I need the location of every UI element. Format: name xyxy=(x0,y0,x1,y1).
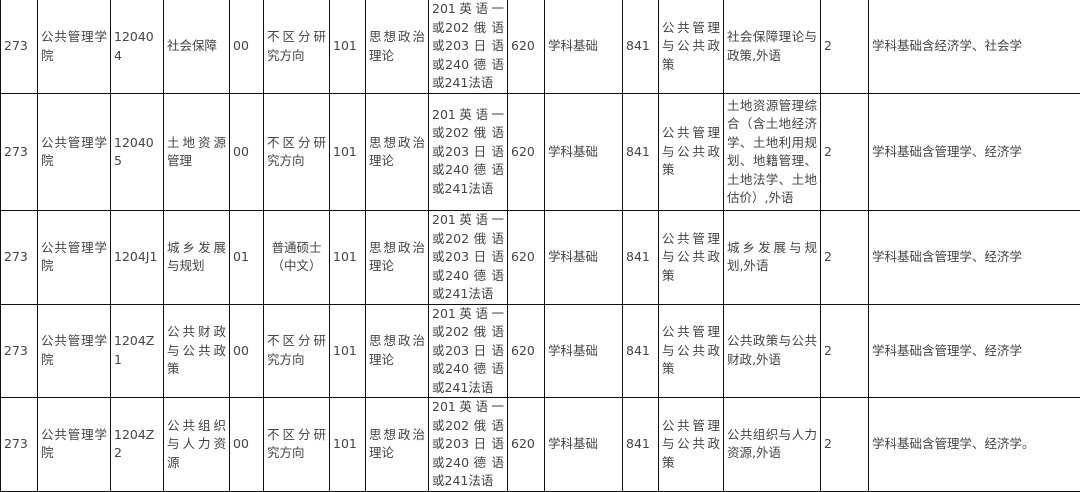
cell-subject2-code: 841 xyxy=(623,0,659,94)
cell-notes: 学科基础含管理学、经济学 xyxy=(869,304,1080,398)
cell-subject2-code: 841 xyxy=(623,304,659,398)
cell-politics-code: 101 xyxy=(330,304,366,398)
cell-subject1-name: 学科基础 xyxy=(545,94,623,211)
cell-major-name: 公共组织与人力资源 xyxy=(164,398,230,492)
cell-politics-name: 思想政治理论 xyxy=(366,0,429,94)
cell-unit-name: 公共管理学院 xyxy=(38,211,111,305)
cell-foreign-language: 201英语一或202 俄 语 或203 日 语 或240 德 语 或241法语 xyxy=(429,0,508,94)
cell-retest-subject: 土地资源管理综合（含土地经济学、土地利用规划、地籍管理、土地法学、土地估价）,外… xyxy=(724,94,821,211)
cell-notes: 学科基础含管理学、经济学 xyxy=(869,211,1080,305)
cell-unit-code: 273 xyxy=(1,211,38,305)
cell-foreign-language: 201英语一或202 俄 语 或203 日 语 或240 德 语 或241法语 xyxy=(429,304,508,398)
cell-subject1-code: 620 xyxy=(508,398,545,492)
cell-major-code: 1204Z2 xyxy=(111,398,164,492)
cell-subject2-code: 841 xyxy=(623,94,659,211)
cell-study-years: 2 xyxy=(821,0,869,94)
cell-major-name: 公共财政与公共政策 xyxy=(164,304,230,398)
cell-major-name: 社会保障 xyxy=(164,0,230,94)
cell-unit-code: 273 xyxy=(1,94,38,211)
cell-notes: 学科基础含管理学、经济学 xyxy=(869,94,1080,211)
cell-politics-code: 101 xyxy=(330,0,366,94)
cell-unit-code: 273 xyxy=(1,398,38,492)
cell-subject2-name: 公共管理与公共政策 xyxy=(659,211,724,305)
cell-politics-name: 思想政治理论 xyxy=(366,211,429,305)
cell-study-years: 2 xyxy=(821,398,869,492)
cell-subject2-name: 公共管理与公共政策 xyxy=(659,0,724,94)
cell-subject1-code: 620 xyxy=(508,211,545,305)
cell-notes: 学科基础含经济学、社会学 xyxy=(869,0,1080,94)
cell-major-name: 土地资源管理 xyxy=(164,94,230,211)
cell-unit-name: 公共管理学院 xyxy=(38,398,111,492)
cell-direction-code: 00 xyxy=(230,398,264,492)
cell-foreign-language: 201英语一或202 俄 语 或203 日 语 或240 德 语 或241法语 xyxy=(429,94,508,211)
cell-direction-name: 普通硕士（中文） xyxy=(264,211,330,305)
cell-direction-name: 不区分研究方向 xyxy=(264,304,330,398)
cell-unit-code: 273 xyxy=(1,304,38,398)
cell-study-years: 2 xyxy=(821,304,869,398)
cell-study-years: 2 xyxy=(821,211,869,305)
cell-politics-code: 101 xyxy=(330,94,366,211)
cell-major-code: 120404 xyxy=(111,0,164,94)
cell-study-years: 2 xyxy=(821,94,869,211)
cell-notes: 学科基础含管理学、经济学。 xyxy=(869,398,1080,492)
cell-politics-name: 思想政治理论 xyxy=(366,304,429,398)
cell-subject2-code: 841 xyxy=(623,398,659,492)
cell-direction-code: 01 xyxy=(230,211,264,305)
cell-subject1-name: 学科基础 xyxy=(545,211,623,305)
cell-direction-name: 不区分研究方向 xyxy=(264,398,330,492)
cell-major-code: 1204Z1 xyxy=(111,304,164,398)
cell-direction-code: 00 xyxy=(230,304,264,398)
cell-foreign-language: 201英语一或202 俄 语 或203 日 语 或240 德 语 或241法语 xyxy=(429,211,508,305)
cell-direction-name: 不区分研究方向 xyxy=(264,0,330,94)
cell-subject1-name: 学科基础 xyxy=(545,398,623,492)
cell-retest-subject: 公共政策与公共财政,外语 xyxy=(724,304,821,398)
cell-subject1-code: 620 xyxy=(508,304,545,398)
cell-politics-code: 101 xyxy=(330,398,366,492)
cell-politics-name: 思想政治理论 xyxy=(366,398,429,492)
cell-unit-name: 公共管理学院 xyxy=(38,94,111,211)
cell-subject2-code: 841 xyxy=(623,211,659,305)
cell-major-code: 1204J1 xyxy=(111,211,164,305)
cell-subject1-code: 620 xyxy=(508,94,545,211)
cell-unit-name: 公共管理学院 xyxy=(38,304,111,398)
cell-subject2-name: 公共管理与公共政策 xyxy=(659,398,724,492)
cell-subject1-name: 学科基础 xyxy=(545,304,623,398)
cell-retest-subject: 城乡发展与规划,外语 xyxy=(724,211,821,305)
cell-major-name: 城乡发展与规划 xyxy=(164,211,230,305)
cell-subject2-name: 公共管理与公共政策 xyxy=(659,94,724,211)
cell-unit-name: 公共管理学院 xyxy=(38,0,111,94)
cell-direction-code: 00 xyxy=(230,0,264,94)
cell-direction-name: 不区分研究方向 xyxy=(264,94,330,211)
cell-politics-name: 思想政治理论 xyxy=(366,94,429,211)
cell-direction-code: 00 xyxy=(230,94,264,211)
cell-subject1-code: 620 xyxy=(508,0,545,94)
cell-retest-subject: 社会保障理论与政策,外语 xyxy=(724,0,821,94)
cell-unit-code: 273 xyxy=(1,0,38,94)
cell-foreign-language: 201英语一或202 俄 语 或203 日 语 或240 德 语 或241法语 xyxy=(429,398,508,492)
cell-subject2-name: 公共管理与公共政策 xyxy=(659,304,724,398)
cell-subject1-name: 学科基础 xyxy=(545,0,623,94)
cell-retest-subject: 公共组织与人力资源,外语 xyxy=(724,398,821,492)
cell-politics-code: 101 xyxy=(330,211,366,305)
cell-major-code: 120405 xyxy=(111,94,164,211)
